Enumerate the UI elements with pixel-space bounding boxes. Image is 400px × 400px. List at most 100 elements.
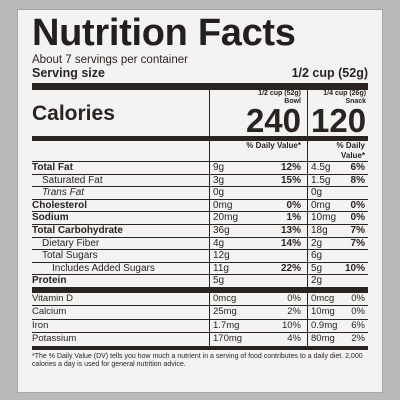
snack-value-cell: 2g [307, 275, 368, 287]
percent-dv: 4% [287, 333, 301, 345]
amount: 3g [213, 174, 225, 186]
percent-dv: 0% [351, 292, 365, 304]
snack-value-cell: 10mg 0% [307, 306, 368, 319]
vitamin-name: Calcium [32, 306, 67, 318]
vitamin-name: Potassium [32, 333, 77, 345]
bowl-column-header: 1/2 cup (52g) Bowl 240 [209, 90, 307, 139]
vitamin-table: Vitamin D 0mcg 0% 0mcg 0% Calcium 25mg 2% 10mg 0%… [32, 292, 368, 350]
nutrient-row: Total Carbohydrate 36g 13% 18g 7% [32, 224, 368, 238]
nutrient-row: Saturated Fat 3g 15% 1.5g 8% [32, 174, 368, 188]
percent-dv: 0% [286, 199, 301, 211]
bowl-value-cell: 0g [209, 187, 307, 199]
nutrient-row: Sodium 20mg 1% 10mg 0% [32, 212, 368, 225]
bowl-value-cell: 1.7mg 10% [209, 319, 307, 333]
percent-dv: 6% [351, 319, 365, 331]
snack-value-cell: 0g [307, 187, 368, 199]
percent-dv: 6% [350, 162, 365, 173]
bowl-label: Bowl [284, 98, 301, 105]
label-title: Nutrition Facts [32, 12, 296, 54]
bowl-value-cell: 36g 13% [209, 224, 307, 237]
snack-calories: 120 [311, 102, 367, 139]
amount: 10mg [311, 306, 335, 318]
vitamin-row: Potassium 170mg 4% 80mg 2% [32, 333, 368, 350]
vitamin-row: Iron 1.7mg 10% 0.9mg 6% [32, 319, 368, 334]
snack-value-cell: 2g 7% [307, 237, 368, 250]
snack-value-cell: 0.9mg 6% [307, 319, 368, 333]
bowl-value-cell: 4g 14% [209, 237, 307, 250]
amount: 9g [213, 162, 225, 173]
nutrient-name: Protein [32, 275, 67, 287]
nutrient-row: Total Fat 9g 12% 4.5g 6% [32, 162, 368, 175]
vitamin-name: Vitamin D [32, 292, 74, 304]
amount: 4.5g [311, 162, 331, 173]
nutrient-name: Total Sugars [42, 250, 98, 262]
amount: 0g [213, 187, 225, 199]
percent-dv: 10% [344, 262, 365, 274]
footnote: *The % Daily Value (DV) tells you how mu… [32, 352, 363, 369]
snack-label: Snack [345, 98, 367, 105]
percent-dv: 14% [280, 237, 301, 249]
amount: 4g [213, 237, 225, 249]
percent-dv: 12% [280, 162, 301, 173]
nutrient-name: Trans Fat [42, 187, 85, 199]
nutrient-name: Total Fat [32, 162, 73, 173]
serving-size-value: 1/2 cup (52g) [291, 66, 368, 80]
amount: 12g [213, 250, 230, 262]
percent-dv: 13% [280, 224, 301, 236]
bowl-value-cell: 170mg 4% [209, 333, 307, 346]
percent-dv: 2% [287, 306, 301, 318]
amount: 0mg [311, 199, 331, 211]
bowl-value-cell: 12g [209, 250, 307, 262]
amount: 0.9mg [311, 319, 338, 331]
amount: 36g [213, 224, 230, 236]
nutrient-row: Trans Fat 0g 0g [32, 187, 368, 200]
amount: 10mg [311, 212, 337, 224]
nutrient-row: Includes Added Sugars 11g 22% 5g 10% [32, 262, 368, 276]
amount: 1.7mg [213, 319, 240, 331]
amount: 2g [311, 275, 323, 287]
bowl-value-cell: 25mg 2% [209, 306, 307, 319]
bowl-value-cell: 5g [209, 275, 307, 287]
percent-dv: 0% [351, 306, 365, 318]
nutrient-name: Includes Added Sugars [52, 262, 155, 274]
calories-block: Calories 1/2 cup (52g) Bowl 240 1/4 cup … [32, 90, 368, 141]
amount: 80mg [311, 333, 335, 345]
bowl-calories: 240 [245, 102, 301, 139]
amount: 11g [213, 262, 229, 274]
nutrient-name: Total Carbohydrate [32, 224, 123, 236]
amount: 20mg [213, 212, 239, 224]
percent-dv: 7% [350, 224, 365, 236]
snack-value-cell: 4.5g 6% [307, 162, 368, 174]
amount: 5g [213, 275, 225, 287]
servings-per-container: About 7 servings per container [32, 54, 188, 66]
nutrition-facts-label: Nutrition Facts About 7 servings per con… [18, 10, 382, 392]
nutrient-row: Dietary Fiber 4g 14% 2g 7% [32, 237, 368, 251]
percent-dv: 22% [280, 262, 301, 274]
amount: 6g [311, 250, 323, 262]
amount: 0g [311, 187, 323, 199]
bowl-value-cell: 3g 15% [209, 174, 307, 187]
nutrient-name: Sodium [32, 212, 69, 224]
bowl-value-cell: 20mg 1% [209, 212, 307, 224]
vitamin-row: Vitamin D 0mcg 0% 0mcg 0% [32, 292, 368, 307]
serving-size-label: Serving size [32, 66, 105, 80]
amount: 0mg [213, 199, 233, 211]
amount: 18g [311, 224, 328, 236]
amount: 25mg [213, 306, 237, 318]
amount: 1.5g [311, 174, 331, 186]
snack-value-cell: 0mg 0% [307, 199, 368, 212]
percent-dv: 8% [350, 174, 365, 186]
percent-dv: 10% [281, 319, 301, 331]
bowl-value-cell: 9g 12% [209, 162, 307, 174]
bowl-dv-header: % Daily Value* [209, 141, 307, 162]
nutrient-name: Cholesterol [32, 199, 88, 211]
percent-dv: 1% [286, 212, 301, 224]
nutrient-row: Protein 5g 2g [32, 275, 368, 293]
nutrient-row: Total Sugars 12g 6g [32, 250, 368, 263]
bowl-value-cell: 0mg 0% [209, 199, 307, 212]
nutrient-row: Cholesterol 0mg 0% 0mg 0% [32, 199, 368, 213]
amount: 0mcg [311, 292, 335, 304]
nutrient-name: Saturated Fat [42, 174, 103, 186]
snack-value-cell: 1.5g 8% [307, 174, 368, 187]
bowl-value-cell: 11g 22% [209, 262, 307, 275]
